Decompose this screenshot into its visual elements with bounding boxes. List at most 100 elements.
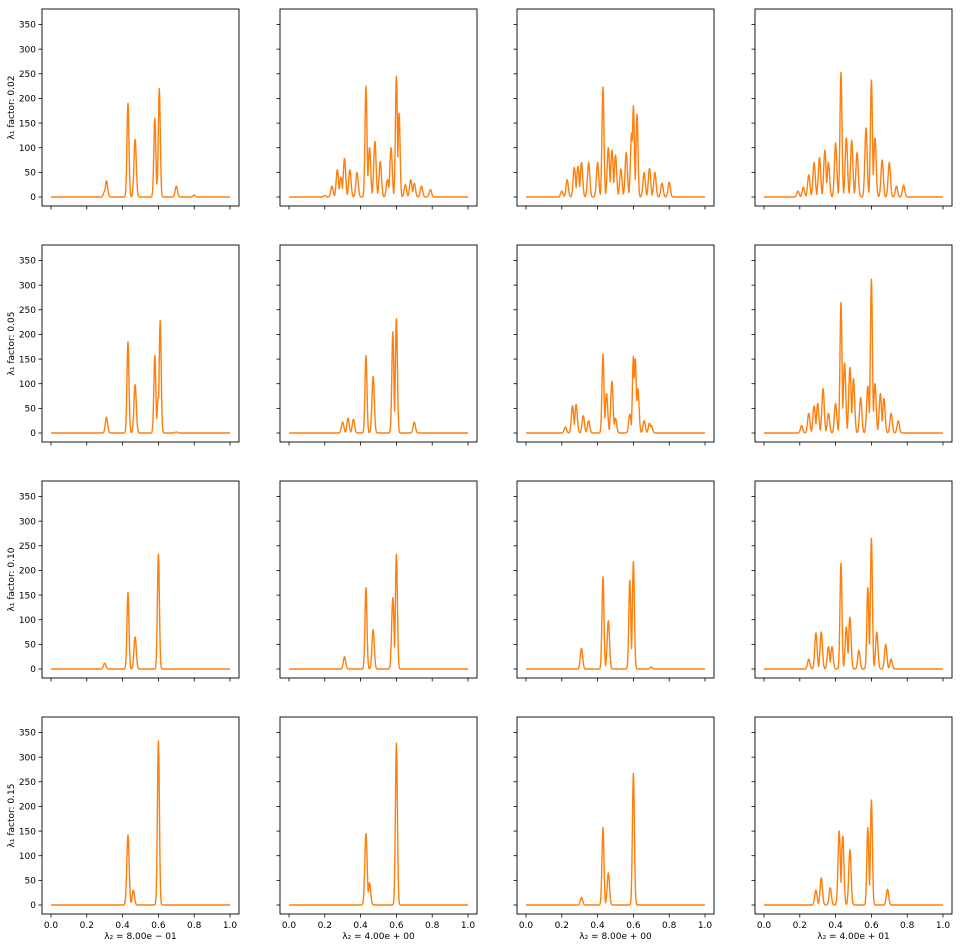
- axes-frame-r3-c4: [754, 480, 953, 679]
- series-line-r2-c3: [525, 353, 706, 434]
- y-tick-label: 150: [19, 119, 36, 129]
- series-line-r1-c4: [763, 71, 944, 198]
- series-line-r4-c4: [763, 799, 944, 906]
- series-line-r3-c2: [288, 553, 469, 670]
- y-tick-label: 250: [19, 542, 36, 552]
- subplot-r1-c4: [751, 8, 953, 210]
- y-tick-label: 100: [19, 380, 36, 390]
- y-tick-label: 300: [19, 517, 36, 527]
- series-line-r1-c1: [50, 87, 231, 198]
- axes-frame-r1-c4: [754, 8, 953, 207]
- y-tick-label: 150: [19, 591, 36, 601]
- series-line-r2-c2: [288, 317, 469, 434]
- series-line-r4-c2: [288, 742, 469, 906]
- y-tick-label: 350: [19, 493, 36, 503]
- y-tick-label: 350: [19, 257, 36, 267]
- axes-frame-r2-c4: [754, 244, 953, 443]
- subplot-r3-c1: 0 50 100 150 200 250 300 350: [19, 480, 240, 682]
- x-tick-label: 0.0: [44, 921, 59, 931]
- x-tick-label: 0.2: [793, 921, 807, 931]
- y-tick-label: 150: [19, 827, 36, 837]
- x-tick-label: 1.0: [936, 921, 951, 931]
- column-label: λ₂ = 8.00e − 01: [104, 932, 177, 942]
- column-label: λ₂ = 4.00e + 00: [342, 932, 415, 942]
- axes-frame-r3-c3: [516, 480, 715, 679]
- x-tick-label: 0.2: [555, 921, 569, 931]
- subplot-r2-c3: [513, 244, 715, 446]
- x-tick-label: 0.0: [757, 921, 772, 931]
- row-label: λ₁ factor: 0.02: [7, 76, 17, 140]
- axes-frame-r1-c3: [516, 8, 715, 207]
- x-tick-label: 0.6: [151, 921, 166, 931]
- series-line-r3-c4: [763, 537, 944, 670]
- x-tick-label: 0.6: [864, 921, 879, 931]
- axes-frame-r1-c2: [279, 8, 478, 207]
- axes-frame-r1-c1: [41, 8, 240, 207]
- y-tick-label: 250: [19, 306, 36, 316]
- subplot-r4-c1: 0.0 0.2 0.4 0.6 0.8 1.0 0 50 100 150 200 250 300 350: [19, 716, 240, 931]
- axes-frame-r2-c2: [279, 244, 478, 443]
- y-tick-label: 50: [25, 169, 37, 179]
- x-tick-label: 0.8: [662, 921, 677, 931]
- x-tick-label: 0.8: [900, 921, 915, 931]
- series-line-r3-c1: [50, 553, 231, 670]
- x-tick-label: 0.2: [318, 921, 332, 931]
- row-label: λ₁ factor: 0.10: [7, 547, 17, 611]
- y-tick-label: 0: [30, 193, 36, 203]
- subplot-r1-c3: [513, 8, 715, 210]
- y-tick-label: 0: [30, 901, 36, 911]
- subplot-r2-c1: 0 50 100 150 200 250 300 350: [19, 244, 240, 446]
- x-tick-label: 0.0: [519, 921, 534, 931]
- axes-frame-r2-c3: [516, 244, 715, 443]
- axes-frame-r4-c2: [279, 716, 478, 915]
- subplot-r2-c2: [276, 244, 478, 446]
- x-tick-label: 0.4: [353, 921, 368, 931]
- axes-frame-r4-c1: [41, 716, 240, 915]
- axes-frame-r4-c3: [516, 716, 715, 915]
- x-tick-label: 0.6: [626, 921, 641, 931]
- series-line-r2-c1: [50, 319, 231, 434]
- subplot-r3-c2: [276, 480, 478, 682]
- y-tick-label: 50: [25, 405, 37, 415]
- x-tick-label: 0.0: [282, 921, 297, 931]
- column-label: λ₂ = 4.00e + 01: [817, 932, 890, 942]
- series-line-r1-c2: [288, 75, 469, 198]
- series-line-r4-c1: [50, 740, 231, 906]
- subplot-r1-c2: [276, 8, 478, 210]
- y-tick-label: 200: [19, 567, 36, 577]
- subplot-r4-c3: 0.0 0.2 0.4 0.6 0.8 1.0: [513, 716, 715, 931]
- y-tick-label: 50: [25, 877, 37, 887]
- x-tick-label: 1.0: [223, 921, 238, 931]
- y-tick-label: 250: [19, 778, 36, 788]
- column-label: λ₂ = 8.00e + 00: [579, 932, 652, 942]
- y-tick-label: 100: [19, 616, 36, 626]
- x-tick-label: 0.8: [425, 921, 440, 931]
- x-tick-label: 1.0: [461, 921, 476, 931]
- axes-frame-r3-c2: [279, 480, 478, 679]
- y-tick-label: 300: [19, 753, 36, 763]
- y-tick-label: 300: [19, 45, 36, 55]
- y-tick-label: 0: [30, 429, 36, 439]
- row-label: λ₁ factor: 0.15: [7, 784, 17, 848]
- subplot-r1-c1: 0 50 100 150 200 250 300 350: [19, 8, 240, 210]
- series-line-r3-c3: [525, 560, 706, 670]
- y-tick-label: 300: [19, 281, 36, 291]
- axes-frame-r3-c1: [41, 480, 240, 679]
- y-tick-label: 200: [19, 803, 36, 813]
- y-tick-label: 100: [19, 144, 36, 154]
- y-tick-label: 0: [30, 665, 36, 675]
- x-tick-label: 0.2: [80, 921, 94, 931]
- axes-frame-r4-c4: [754, 716, 953, 915]
- subplot-r4-c4: 0.0 0.2 0.4 0.6 0.8 1.0: [751, 716, 953, 931]
- subplot-r3-c4: [751, 480, 953, 682]
- x-tick-label: 0.4: [115, 921, 130, 931]
- y-tick-label: 250: [19, 70, 36, 80]
- axes-frame-r2-c1: [41, 244, 240, 443]
- row-label: λ₁ factor: 0.05: [7, 312, 17, 376]
- series-line-r2-c4: [763, 278, 944, 434]
- y-tick-label: 100: [19, 852, 36, 862]
- y-tick-label: 200: [19, 331, 36, 341]
- subplot-r3-c3: [513, 480, 715, 682]
- x-tick-label: 0.6: [389, 921, 404, 931]
